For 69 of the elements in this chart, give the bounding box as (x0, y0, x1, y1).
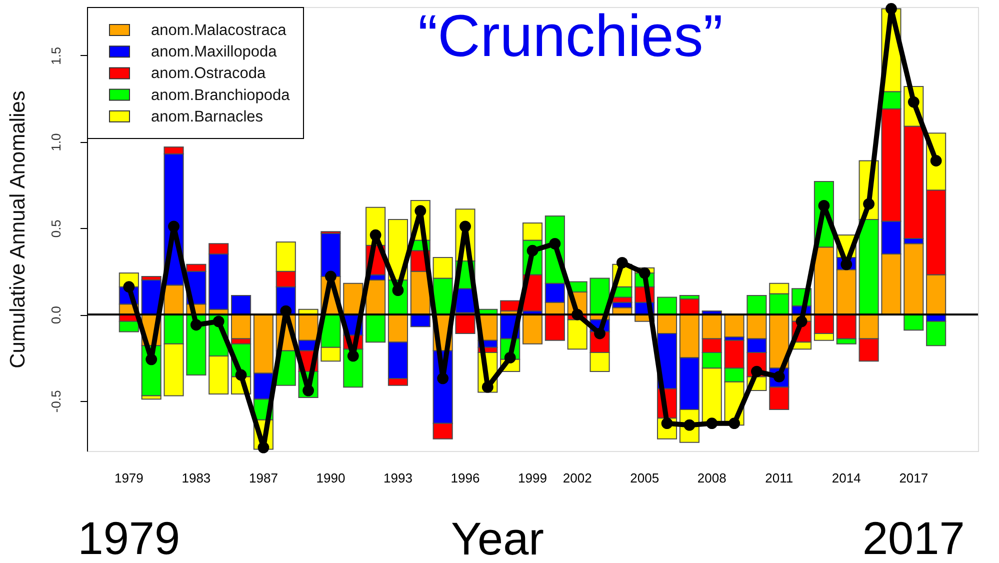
text: 2017 (862, 512, 965, 563)
x-tick-label: 1983 (182, 470, 211, 486)
point (212, 316, 224, 328)
point (168, 220, 180, 232)
point (930, 155, 942, 166)
point (414, 205, 426, 217)
legend-label: anom.Malacostraca (151, 22, 287, 39)
legend-label: anom.Barnacles (151, 108, 264, 126)
point (280, 305, 292, 317)
point (325, 270, 336, 282)
chart-title: “Crunchies” (418, 3, 723, 70)
x-tick-label: 2008 (697, 470, 726, 486)
point (751, 366, 762, 378)
point (549, 238, 561, 250)
bar (904, 243, 924, 316)
point (572, 308, 584, 320)
x-axis-title: Year (451, 512, 544, 563)
x-tick-label: 1993 (384, 470, 412, 486)
bar (567, 319, 588, 350)
bar (231, 295, 252, 316)
legend-label: anom.Ostracoda (151, 65, 266, 82)
point (437, 372, 449, 384)
y-tick-label: 1.0 (48, 133, 64, 152)
point (706, 418, 718, 430)
x-tick-label: 1990 (316, 470, 346, 486)
point (638, 267, 650, 279)
point (616, 257, 628, 268)
y-tick-label: 0.0 (48, 306, 64, 324)
text: 1979 (78, 512, 180, 563)
point (886, 3, 897, 14)
bar (455, 314, 476, 334)
y-tick-label: -0.5 (48, 390, 64, 413)
bar (366, 314, 386, 343)
point (347, 350, 359, 362)
x-tick-label: 2002 (562, 470, 592, 486)
y-axis-title: Cumulative Annual Anomalies (6, 90, 30, 368)
point (258, 442, 270, 454)
point (863, 198, 875, 210)
x-tick-label: 2005 (630, 470, 660, 486)
point (482, 381, 494, 393)
point (728, 418, 740, 430)
point (146, 354, 158, 366)
y-tick-label: 1.5 (48, 46, 64, 65)
point (796, 316, 808, 328)
point (594, 328, 606, 340)
point (460, 220, 471, 232)
point (526, 244, 538, 256)
point (504, 352, 516, 364)
point (235, 369, 247, 381)
point (123, 281, 135, 293)
y-tick-label: 0.5 (48, 220, 64, 238)
bar (746, 295, 767, 316)
point (818, 200, 830, 212)
legend-label: anom.Branchiopoda (151, 86, 290, 104)
bar (544, 314, 565, 341)
point (190, 319, 202, 331)
x-tick-label: 2011 (765, 470, 794, 486)
x-tick-label: 2014 (832, 470, 861, 486)
x-tick-label: 2017 (899, 470, 928, 486)
x-tick-label: 1999 (518, 470, 547, 486)
point (370, 229, 382, 241)
x-tick-label: 1987 (248, 470, 278, 486)
bar (656, 296, 678, 316)
bar (904, 314, 924, 331)
x-tick-label: 1996 (450, 470, 480, 486)
bar (522, 314, 543, 344)
legend-label: anom.Maxillopoda (151, 44, 278, 61)
x-tick-label: 1979 (114, 470, 144, 486)
bar (500, 300, 520, 312)
